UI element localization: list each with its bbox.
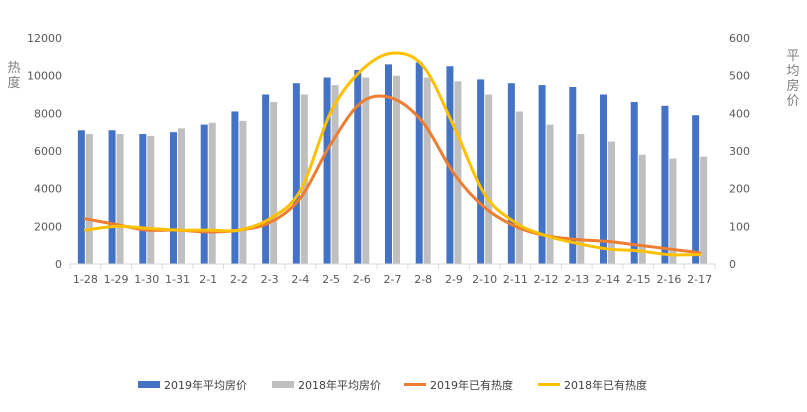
x-tick-label: 2-6 [353,273,371,286]
x-tick-label: 2-17 [687,273,712,286]
bar [323,77,331,264]
bar [108,130,116,264]
bar [608,141,615,264]
right-tick-label: 500 [729,70,750,83]
right-tick-label: 400 [729,107,750,120]
x-tick-label: 2-10 [472,273,497,286]
bar [77,130,85,264]
legend-label: 2018年平均房价 [298,378,381,392]
bar [415,62,423,264]
x-tick-label: 2-14 [595,273,620,286]
bar [354,70,362,265]
right-tick-label: 300 [729,145,750,158]
bar [362,77,370,264]
x-tick-label: 2-4 [291,273,309,286]
series-line [83,51,702,257]
bar [569,86,577,264]
x-tick-label: 2-11 [503,273,528,286]
x-tick-label: 2-5 [322,273,340,286]
legend-label: 2019年平均房价 [164,378,247,392]
x-tick-label: 2-1 [199,273,217,286]
right-tick-label: 200 [729,183,750,196]
plot-area: 0 2000 4000 6000 8000 10000 12000 0 100 200 300 400… [27,32,750,286]
bar [178,128,185,264]
x-tick-label: 1-28 [73,273,98,286]
bar [700,156,708,264]
bar [600,94,607,264]
bar [692,115,700,264]
bar [630,102,638,265]
bar [292,83,300,264]
x-tick-label: 2-15 [626,273,651,286]
left-tick-label: 2000 [34,220,62,233]
x-tick-label: 2-16 [656,273,681,286]
right-tick-label: 100 [729,220,750,233]
bar [538,85,546,264]
legend-label: 2019年已有热度 [430,378,513,392]
left-tick-label: 4000 [34,183,62,196]
bar [116,134,124,264]
x-tick-label: 2-8 [414,273,432,286]
legend-label: 2018年已有热度 [564,378,647,392]
x-tick-label: 1-30 [134,273,159,286]
left-tick-label: 6000 [34,145,62,158]
bar [208,122,216,264]
x-tick-label: 1-29 [104,273,129,286]
bar [200,124,208,264]
x-tick-label: 1-31 [165,273,190,286]
bar [262,94,270,264]
x-tick-label: 2-3 [261,273,279,286]
bar [270,102,278,265]
x-tick-label: 2-13 [564,273,589,286]
bar [577,134,585,264]
bar [331,85,339,264]
bar [239,120,247,264]
bar [638,154,646,264]
bar [515,111,523,264]
bar [546,124,554,264]
left-tick-label: 0 [55,258,62,271]
bar [477,79,485,264]
bar [231,111,239,264]
left-tick-label: 12000 [27,32,62,45]
legend-swatch [272,381,294,388]
bar [485,94,493,264]
bar [393,75,400,265]
right-axis-title: 平均房价 [786,49,799,109]
x-tick-label: 2-9 [445,273,463,286]
bar [454,81,462,264]
bar [170,132,177,264]
x-tick-label: 2-2 [230,273,248,286]
x-tick-label: 2-7 [384,273,402,286]
bar [385,64,392,264]
bar [507,83,515,264]
right-tick-label: 600 [729,32,750,45]
bar [85,134,93,264]
legend-swatch [138,381,160,388]
right-tick-label: 0 [729,258,736,271]
x-tick-label: 2-12 [534,273,559,286]
bar [139,134,147,264]
bar [423,77,431,264]
bar [147,135,155,264]
bar [661,105,669,264]
left-axis-title: 热度 [7,61,20,91]
legend: 2019年平均房价 2018年平均房价 2019年已有热度 2018年已有热度 [138,378,647,392]
left-tick-label: 10000 [27,70,62,83]
left-tick-label: 8000 [34,107,62,120]
bar [669,158,677,264]
